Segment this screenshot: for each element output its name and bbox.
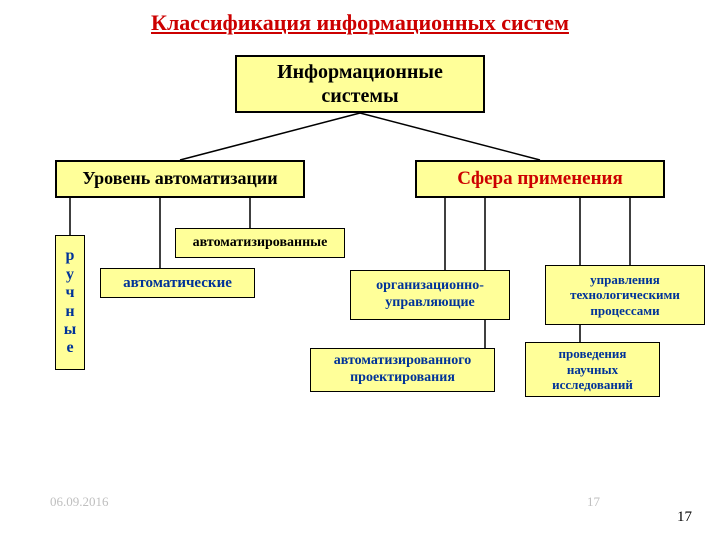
footer-date: 06.09.2016 xyxy=(50,494,109,510)
node-left: Уровень автоматизации xyxy=(55,160,305,198)
node-right: Сфера применения xyxy=(415,160,665,198)
node-l3: автоматизированные xyxy=(175,228,345,258)
node-l1: ручные xyxy=(55,235,85,370)
footer-page-corner: 17 xyxy=(677,509,692,526)
node-l2: автоматические xyxy=(100,268,255,298)
node-r3: проведениянаучныхисследований xyxy=(525,342,660,397)
node-r2: автоматизированногопроектирования xyxy=(310,348,495,392)
node-r1: организационно-управляющие xyxy=(350,270,510,320)
page-title: Классификация информационных систем xyxy=(0,10,720,36)
node-r4: управлениятехнологическимипроцессами xyxy=(545,265,705,325)
footer-page: 17 xyxy=(587,494,600,510)
node-root: Информационные системы xyxy=(235,55,485,113)
